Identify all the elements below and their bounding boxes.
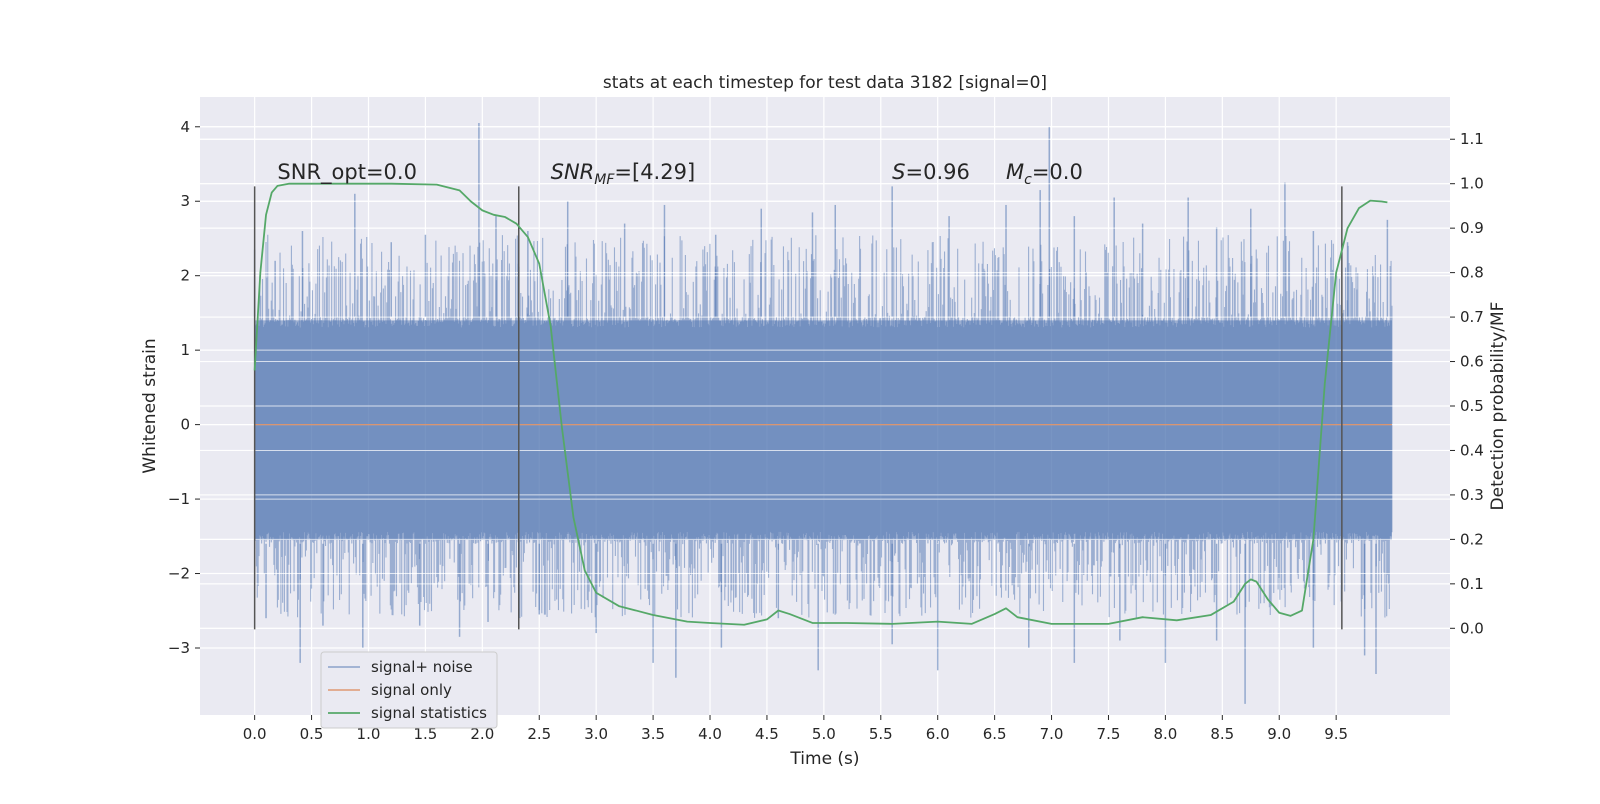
x-tick-label: 0.5 bbox=[300, 725, 324, 743]
annotation-text: S=0.96 bbox=[892, 160, 970, 184]
x-tick-label: 7.0 bbox=[1040, 725, 1064, 743]
x-axis-label: Time (s) bbox=[789, 749, 859, 769]
y-tick-label: −1 bbox=[168, 490, 190, 508]
x-tick-label: 2.0 bbox=[470, 725, 494, 743]
x-tick-label: 4.5 bbox=[755, 725, 779, 743]
x-tick-label: 6.5 bbox=[983, 725, 1007, 743]
series-layer bbox=[200, 123, 1450, 704]
y2-tick-label: 0.4 bbox=[1460, 441, 1484, 459]
y-axis-label: Whitened strain bbox=[140, 338, 160, 473]
signal-statistics-line bbox=[253, 182, 1388, 626]
y2-tick-label: 0.2 bbox=[1460, 530, 1484, 548]
legend-label-signal-only: signal only bbox=[371, 681, 452, 699]
x-tick-label: 9.5 bbox=[1324, 725, 1348, 743]
y-tick-label: 1 bbox=[180, 341, 190, 359]
x-tick-label: 9.0 bbox=[1267, 725, 1291, 743]
x-tick-label: 2.5 bbox=[527, 725, 551, 743]
y2-tick-label: 0.7 bbox=[1460, 308, 1484, 326]
x-tick-label: 8.5 bbox=[1210, 725, 1234, 743]
y-tick-label: 4 bbox=[180, 118, 190, 136]
legend-box bbox=[320, 651, 498, 729]
annotation-text: Mc=0.0 bbox=[1006, 160, 1083, 188]
y2-tick-label: 0.6 bbox=[1460, 353, 1484, 371]
legend: signal+ noise signal only signal statist… bbox=[320, 651, 498, 729]
legend-label-signal-statistics: signal statistics bbox=[371, 704, 487, 722]
y2-tick-label: 0.3 bbox=[1460, 486, 1484, 504]
y-tick-label: −2 bbox=[168, 565, 190, 583]
y2-tick-label: 1.1 bbox=[1460, 130, 1484, 148]
y2-axis-label: Detection probability/MF bbox=[1488, 302, 1508, 511]
x-tick-label: 8.0 bbox=[1153, 725, 1177, 743]
x-tick-label: 1.0 bbox=[357, 725, 381, 743]
signal-noise-core bbox=[254, 320, 1392, 541]
axes: 0.0 0.5 1.0 1.5 2.0 2.5 3.0 3.5 4.0 4.5 5.0 5.5 6.0 6… bbox=[168, 118, 1484, 743]
x-tick-label: 4.0 bbox=[698, 725, 722, 743]
x-tick-label: 6.0 bbox=[926, 725, 950, 743]
x-tick-label: 5.0 bbox=[812, 725, 836, 743]
x-tick-label: 3.5 bbox=[641, 725, 665, 743]
y-tick-label: 0 bbox=[180, 416, 190, 434]
y-tick-label: −3 bbox=[168, 639, 190, 657]
x-tick-label: 0.0 bbox=[243, 725, 267, 743]
y2-tick-label: 0.1 bbox=[1460, 575, 1484, 593]
y-tick-label: 3 bbox=[180, 192, 190, 210]
y2-tick-label: 0.5 bbox=[1460, 397, 1484, 415]
annotation-text: SNRMF=[4.29] bbox=[551, 160, 696, 188]
x-tick-label: 3.0 bbox=[584, 725, 608, 743]
y2-tick-label: 0.8 bbox=[1460, 264, 1484, 282]
y-tick-label: 2 bbox=[180, 267, 190, 285]
y2-tick-label: 1.0 bbox=[1460, 175, 1484, 193]
chart-title: stats at each timestep for test data 318… bbox=[603, 73, 1047, 93]
y2-tick-label: 0.9 bbox=[1460, 219, 1484, 237]
annotation-text: SNR_opt=0.0 bbox=[277, 160, 417, 185]
x-tick-label: 7.5 bbox=[1097, 725, 1121, 743]
annotations: SNR_opt=0.0 SNRMF=[4.29] S=0.96 Mc=0.0 bbox=[277, 160, 1082, 188]
x-tick-label: 1.5 bbox=[413, 725, 437, 743]
x-tick-label: 5.5 bbox=[869, 725, 893, 743]
legend-label-signal-noise: signal+ noise bbox=[371, 658, 473, 676]
y2-tick-label: 0.0 bbox=[1460, 619, 1484, 637]
